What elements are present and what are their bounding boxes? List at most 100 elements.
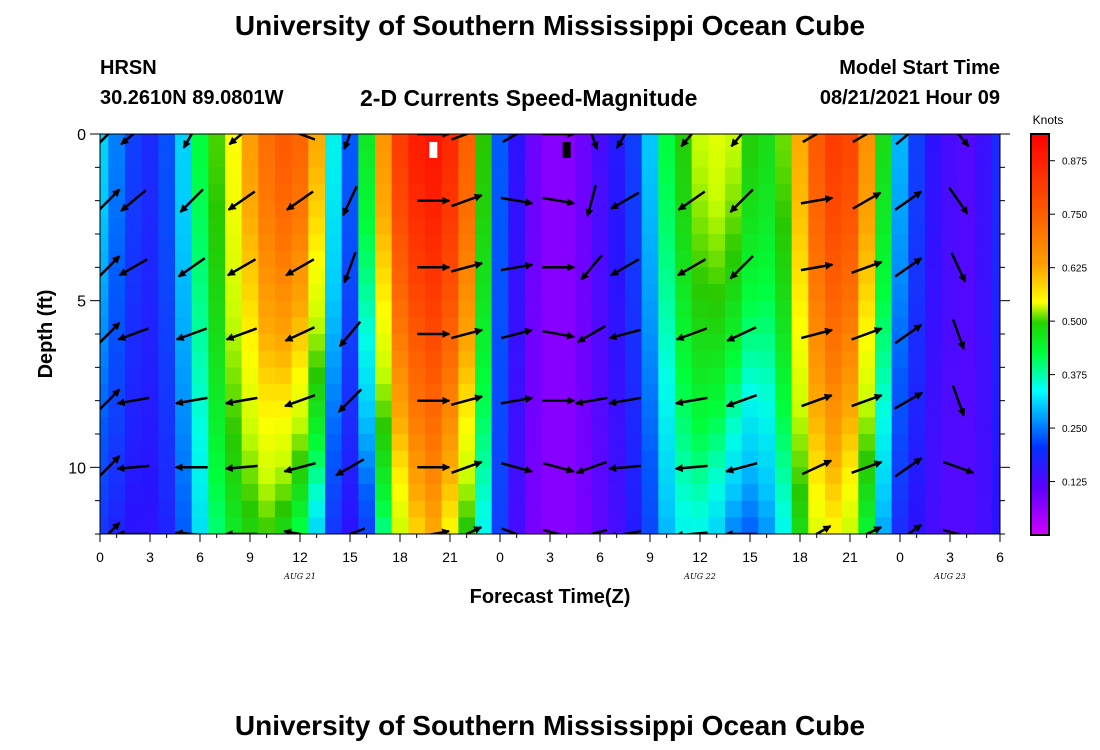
- heatmap-cell: [766, 284, 776, 302]
- heatmap-cell: [741, 434, 751, 452]
- current-vector-arrow: [100, 321, 121, 345]
- heatmap-cell: [750, 167, 759, 185]
- heatmap-cell: [916, 434, 926, 452]
- heatmap-cell: [658, 334, 668, 352]
- heatmap-cell: [291, 467, 301, 485]
- heatmap-cell: [950, 450, 959, 468]
- heatmap-cell: [816, 367, 826, 385]
- heatmap-cell: [716, 150, 726, 168]
- current-vector-arrow: [177, 257, 206, 278]
- heatmap-cell: [125, 417, 134, 435]
- heatmap-cell: [675, 450, 684, 468]
- heatmap-cell: [250, 350, 259, 368]
- heatmap-cell: [125, 167, 134, 185]
- heatmap-cell: [833, 500, 843, 518]
- heatmap-cell: [116, 317, 126, 335]
- heatmap-cell: [141, 200, 151, 218]
- heatmap-cell: [858, 334, 868, 352]
- heatmap-cell: [700, 234, 709, 252]
- heatmap-cell: [658, 350, 668, 368]
- heatmap-cell: [725, 384, 734, 402]
- heatmap-cell: [400, 250, 409, 268]
- heatmap-cell: [833, 200, 843, 218]
- heatmap-cell: [933, 500, 943, 518]
- heatmap-cell: [625, 517, 634, 534]
- heatmap-cell: [133, 334, 143, 352]
- heatmap-cell: [650, 167, 659, 185]
- heatmap-cell: [741, 134, 751, 152]
- heatmap-cell: [791, 417, 801, 435]
- heatmap-cell: [583, 517, 593, 534]
- heatmap-cell: [425, 400, 434, 418]
- heatmap-cell: [158, 300, 168, 318]
- heatmap-cell: [500, 217, 509, 235]
- heatmap-cell: [191, 450, 201, 468]
- heatmap-cell: [708, 367, 718, 385]
- heatmap-cell: [175, 284, 184, 302]
- heatmap-cell: [391, 217, 401, 235]
- heatmap-cell: [408, 217, 418, 235]
- heatmap-cell: [558, 500, 568, 518]
- heatmap-cell: [500, 400, 509, 418]
- heatmap-cell: [883, 384, 893, 402]
- heatmap-cell: [391, 500, 401, 518]
- heatmap-cell: [491, 300, 501, 318]
- heatmap-cell: [900, 434, 909, 452]
- heatmap-cell: [300, 217, 309, 235]
- heatmap-cell: [141, 500, 151, 518]
- heatmap-cell: [775, 234, 784, 252]
- heatmap-cell: [233, 134, 243, 152]
- heatmap-cell: [766, 317, 776, 335]
- heatmap-cell: [566, 484, 576, 502]
- heatmap-cell: [700, 367, 709, 385]
- heatmap-cell: [750, 417, 759, 435]
- heatmap-cell: [708, 267, 718, 285]
- heatmap-cell: [641, 417, 651, 435]
- heatmap-cell: [275, 284, 284, 302]
- heatmap-cell: [608, 200, 618, 218]
- heatmap-cell: [325, 250, 334, 268]
- heatmap-cell: [533, 417, 543, 435]
- heatmap-cell: [541, 234, 551, 252]
- heatmap-cell: [491, 384, 501, 402]
- heatmap-cell: [616, 217, 626, 235]
- heatmap-cell: [691, 500, 701, 518]
- heatmap-cell: [475, 134, 484, 152]
- heatmap-cell: [708, 334, 718, 352]
- heatmap-cell: [833, 150, 843, 168]
- heatmap-cell: [500, 450, 509, 468]
- heatmap-cell: [900, 134, 909, 152]
- heatmap-cell: [716, 284, 726, 302]
- heatmap-cell: [541, 267, 551, 285]
- heatmap-cell: [916, 234, 926, 252]
- heatmap-cell: [408, 134, 418, 152]
- heatmap-cell: [250, 167, 259, 185]
- heatmap-cell: [933, 234, 943, 252]
- heatmap-cell: [575, 300, 584, 318]
- heatmap-cell: [591, 484, 601, 502]
- heatmap-cell: [716, 417, 726, 435]
- heatmap-cell: [450, 317, 459, 335]
- heatmap-cell: [325, 384, 334, 402]
- heatmap-cell: [550, 300, 559, 318]
- heatmap-cell: [716, 484, 726, 502]
- current-vector-arrow: [463, 526, 483, 534]
- heatmap-cell: [216, 400, 226, 418]
- heatmap-cell: [791, 184, 801, 202]
- heatmap-cell: [725, 134, 734, 152]
- heatmap-cell: [333, 267, 343, 285]
- heatmap-cell: [883, 484, 893, 502]
- heatmap-cell: [233, 367, 243, 385]
- heatmap-cell: [458, 484, 468, 502]
- heatmap-cell: [916, 150, 926, 168]
- heatmap-cell: [308, 384, 318, 402]
- heatmap-cell: [358, 317, 368, 335]
- heatmap-cell: [416, 434, 426, 452]
- heatmap-cell: [333, 234, 343, 252]
- heatmap-cell: [358, 200, 368, 218]
- heatmap-cell: [350, 367, 359, 385]
- heatmap-cell: [891, 484, 901, 502]
- heatmap-cell: [225, 417, 234, 435]
- heatmap-cell: [508, 167, 518, 185]
- heatmap-cell: [291, 334, 301, 352]
